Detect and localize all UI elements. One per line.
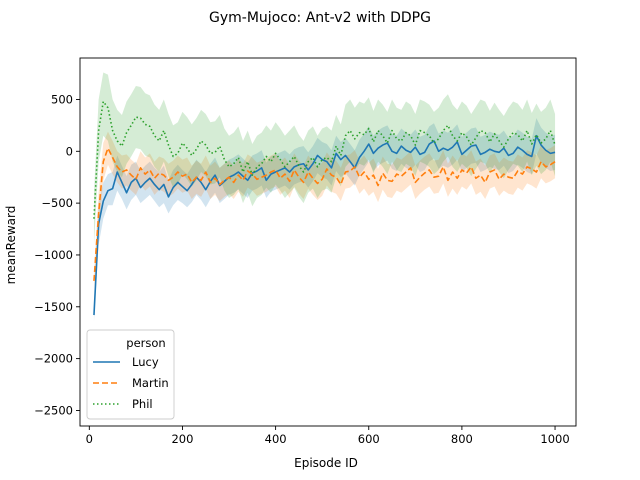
x-axis-label: Episode ID	[294, 456, 358, 470]
line-martin	[93, 147, 556, 281]
y-tick-label: −500	[41, 196, 73, 210]
y-tick-label: 500	[51, 92, 73, 106]
band-martin	[93, 131, 556, 289]
legend-label-lucy: Lucy	[132, 355, 159, 369]
y-axis-label: meanReward	[4, 206, 18, 285]
x-tick-label: 400	[265, 432, 287, 446]
y-tick-label: 0	[66, 144, 73, 158]
y-tick-label: −1500	[34, 300, 73, 314]
x-tick-label: 200	[171, 432, 193, 446]
band-lucy	[93, 118, 556, 322]
legend-label-phil: Phil	[132, 397, 153, 411]
line-phil	[93, 100, 556, 219]
legend-title: person	[126, 336, 165, 350]
plot-area: 0 200 400 600 800 1000 −2500 −2000 −1500 −1000 −50…	[34, 57, 577, 446]
x-tick-label: 600	[358, 432, 380, 446]
y-tick-label: −1000	[34, 248, 73, 262]
x-tick-label: 800	[451, 432, 473, 446]
x-tick-label: 0	[86, 432, 93, 446]
axes-frame	[79, 57, 577, 427]
y-tick-label: −2500	[34, 403, 73, 417]
line-lucy	[93, 134, 556, 316]
legend-label-martin: Martin	[132, 376, 169, 390]
chart-title: Gym-Mujoco: Ant-v2 with DDPG	[209, 10, 431, 26]
x-tick-label: 1000	[540, 432, 569, 446]
legend-box	[86, 329, 175, 420]
y-tick-label: −2000	[34, 352, 73, 366]
